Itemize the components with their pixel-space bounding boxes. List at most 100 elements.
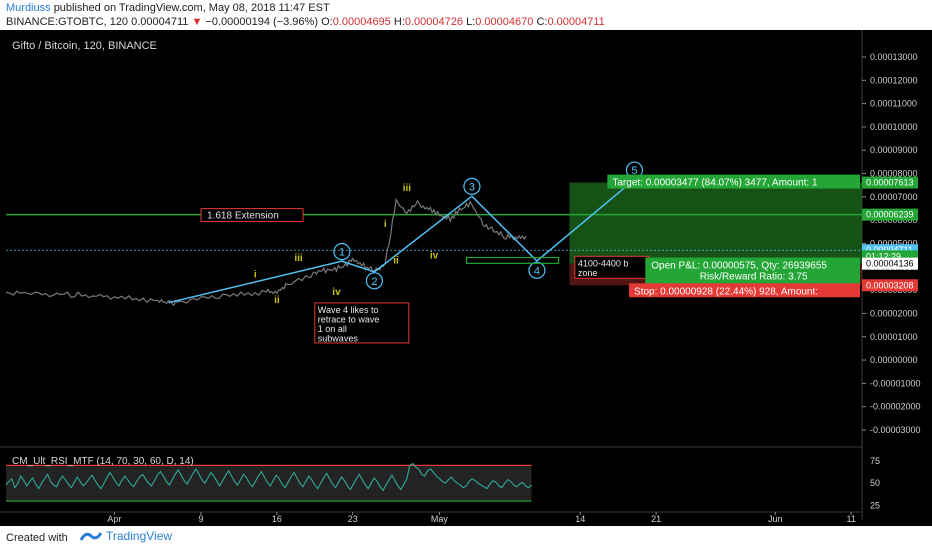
price-tick-label: 0.00000000 <box>870 355 918 365</box>
chart-canvas[interactable]: 0.00013000 0.00012000 0.00011000 0.00010000… <box>0 0 932 526</box>
ohlc-h-value: 0.00004726 <box>404 16 463 28</box>
price-tick-label: 0.00005000 <box>870 238 918 248</box>
price-tick-label: 0.00001000 <box>870 332 918 342</box>
price-tick-label: 0.00007000 <box>870 192 918 202</box>
sub-wave-label[interactable]: ii <box>274 295 280 306</box>
time-tick-label: Jun <box>768 514 783 524</box>
price-label-box <box>862 176 918 189</box>
zone-label-text[interactable]: 4100-4400 b <box>578 258 629 268</box>
footer: Created with TradingView <box>0 526 932 550</box>
price-label: 0.00004711 <box>866 245 913 255</box>
annotation-text[interactable]: subwaves <box>318 333 359 343</box>
rr-label[interactable]: Risk/Reward Ratio: 3.75 <box>700 271 808 282</box>
sub-wave-label[interactable]: iii <box>294 253 303 264</box>
wave-label[interactable]: 4 <box>534 265 540 277</box>
rsi-tick-label: 75 <box>870 456 880 466</box>
price-change: −0.00000194 (−3.96%) <box>205 16 318 28</box>
sub-wave-label[interactable]: i <box>384 219 387 230</box>
pnl-label[interactable]: Open P&L: 0.00000575, Qty: 26939655 <box>651 260 827 271</box>
annotation-box <box>314 302 410 344</box>
time-tick-label: 14 <box>575 514 585 524</box>
ohlc-l-value: 0.00004670 <box>475 16 534 28</box>
target-label-box <box>607 174 860 189</box>
chart-header: Murdiuss published on TradingView.com, M… <box>0 0 932 30</box>
support-zone-rect[interactable] <box>465 256 560 264</box>
tradingview-brand[interactable]: TradingView <box>80 529 172 543</box>
ohlc-line: BINANCE:GTOBTC, 120 0.00004711 ▼ −0.0000… <box>6 16 605 28</box>
time-tick-label: 23 <box>348 514 358 524</box>
stop-label-box <box>629 283 860 298</box>
price-label: 0.00003208 <box>866 280 914 290</box>
price-label-box <box>862 279 918 292</box>
target-label[interactable]: Target: 0.00003477 (84.07%) 3477, Amount… <box>612 178 818 189</box>
rsi-pane[interactable]: 75 50 25 <box>5 456 880 511</box>
price-line <box>5 197 527 307</box>
chart-title: Gifto / Bitcoin, 120, BINANCE <box>12 40 157 52</box>
wave-label[interactable]: 3 <box>469 181 475 193</box>
price-tick-label: 0.00012000 <box>870 75 918 85</box>
rsi-tick-label: 50 <box>870 478 880 488</box>
price-tick-label: 0.00009000 <box>870 145 918 155</box>
wave-label[interactable]: 2 <box>371 276 377 288</box>
rsi-title: CM_Ult_RSI_MTF (14, 70, 30, 60, D, 14) <box>12 456 194 467</box>
wave-label-circle <box>365 272 384 290</box>
price-label: 01:12:29 <box>866 251 901 261</box>
price-tick-label: 0.00002000 <box>870 308 918 318</box>
price-tick-label: -0.00002000 <box>870 402 921 412</box>
price-label: 0.00006239 <box>866 210 914 220</box>
publish-line: Murdiuss published on TradingView.com, M… <box>6 2 330 14</box>
sub-wave-label[interactable]: iii <box>403 183 412 194</box>
wave-label-circle <box>528 261 546 279</box>
price-series <box>5 197 527 307</box>
price-label-box <box>862 208 918 221</box>
stop-label[interactable]: Stop: 0.00000928 (22.44%) 928, Amount: <box>634 286 818 297</box>
price-label: 0.00007613 <box>866 178 914 188</box>
wave-label[interactable]: 1 <box>339 247 345 259</box>
time-tick-label: May <box>431 514 449 524</box>
time-tick-label: 16 <box>272 514 282 524</box>
published-text: published on TradingView.com, May 08, 20… <box>53 2 330 14</box>
ohlc-l-label: L: <box>466 16 476 28</box>
price-tick-label: -0.00001000 <box>870 378 921 388</box>
price-tick-label: 0.00011000 <box>870 99 917 109</box>
pnl-label-box <box>645 257 860 284</box>
price-tick-label: 0.00008000 <box>870 169 918 179</box>
wave-label[interactable]: 5 <box>631 165 637 177</box>
price-tick-label: 0.00013000 <box>870 52 918 62</box>
annotation-text[interactable]: Wave 4 likes to <box>318 305 379 315</box>
price-tick-label: 0.00010000 <box>870 122 918 132</box>
zone-label-text[interactable]: zone <box>578 268 598 278</box>
annotation-text[interactable]: retrace to wave <box>318 314 380 324</box>
sub-wave-label[interactable]: iv <box>430 251 439 262</box>
time-axis[interactable]: Apr 9 16 23 May 14 21 Jun 11 <box>107 512 856 524</box>
symbol-label: BINANCE:GTOBTC, 120 <box>6 16 129 28</box>
tradingview-logo-icon <box>80 532 102 541</box>
sub-wave-label[interactable]: ii <box>393 255 399 266</box>
author-link[interactable]: Murdiuss <box>6 2 51 14</box>
price-label: 0.00004136 <box>866 259 914 269</box>
elliott-wave-line[interactable] <box>168 178 635 304</box>
extension-label[interactable]: 1.618 Extension <box>207 211 279 222</box>
ohlc-o-label: O: <box>321 16 333 28</box>
ohlc-h-label: H: <box>393 16 405 28</box>
ohlc-c-label: C: <box>536 16 548 28</box>
created-with-text: Created with <box>6 532 68 544</box>
price-label-box <box>862 257 918 270</box>
time-tick-label: 21 <box>651 514 661 524</box>
rsi-tick-label: 25 <box>870 501 880 511</box>
wave-label-circle <box>463 177 481 195</box>
wave-label-circle <box>333 243 351 261</box>
ohlc-c-value: 0.00004711 <box>547 16 605 28</box>
brand-name: TradingView <box>106 529 173 543</box>
target-zone <box>569 182 862 264</box>
sub-wave-label[interactable]: i <box>254 269 257 280</box>
last-price: 0.00004711 <box>131 16 189 28</box>
time-tick-label: 11 <box>846 514 855 524</box>
annotation-text[interactable]: 1 on all <box>318 324 347 334</box>
sub-wave-label[interactable]: iv <box>332 287 341 298</box>
price-tick-label: -0.00003000 <box>870 425 921 435</box>
extension-label-box <box>200 208 304 223</box>
time-tick-label: 9 <box>199 514 204 524</box>
down-arrow-icon: ▼ <box>191 16 203 28</box>
